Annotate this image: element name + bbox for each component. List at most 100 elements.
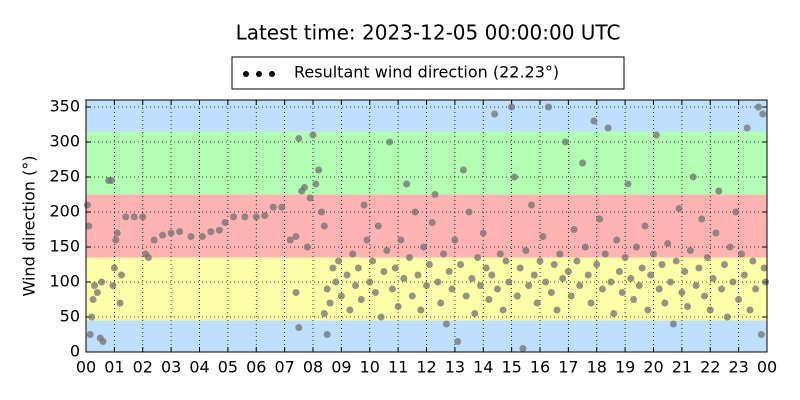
data-point [584, 271, 592, 279]
data-point [93, 289, 101, 296]
x-tick-label: 02 [133, 358, 153, 377]
data-point [323, 331, 331, 338]
data-point [550, 261, 558, 268]
data-point [698, 215, 706, 223]
data-point [431, 191, 439, 198]
data-point [593, 261, 601, 268]
data-point [428, 219, 436, 226]
data-point [746, 306, 754, 314]
data-point [315, 166, 323, 174]
x-tick-label: 17 [558, 358, 578, 377]
x-tick-label: 00 [757, 358, 777, 377]
data-point [448, 285, 456, 293]
data-point [420, 243, 428, 251]
data-point [371, 289, 379, 296]
legend-dot [269, 71, 275, 77]
data-point [320, 222, 328, 230]
data-point [752, 285, 760, 293]
data-point [98, 278, 106, 286]
data-point [374, 222, 382, 230]
data-point [596, 215, 604, 223]
data-point [459, 166, 467, 174]
data-point [508, 103, 516, 111]
data-point [493, 285, 501, 293]
x-tick-label: 19 [615, 358, 635, 377]
data-point [689, 173, 697, 181]
data-point [86, 331, 94, 338]
x-tick-label: 13 [445, 358, 465, 377]
data-point [720, 261, 728, 268]
data-point [445, 268, 453, 275]
plot-area: 0 50 100 150 200 250 300 350 00 01 02 03 04 05 06 07 08 0… [49, 97, 777, 377]
data-point [718, 285, 726, 293]
data-point [476, 282, 484, 289]
data-point [91, 282, 99, 289]
x-tick-label: 00 [76, 358, 96, 377]
data-point [664, 240, 672, 247]
x-tick-label: 07 [274, 358, 294, 377]
data-point [675, 205, 683, 212]
x-tick-label: 22 [700, 358, 720, 377]
data-point [300, 184, 308, 191]
legend-dot [256, 71, 262, 77]
data-point [658, 261, 666, 268]
data-point [505, 278, 513, 286]
x-tick-label: 01 [104, 358, 124, 377]
data-point [109, 282, 117, 289]
x-tick-label: 21 [672, 358, 692, 377]
data-point [230, 213, 238, 221]
data-point [329, 264, 337, 272]
x-tick-label: 10 [360, 358, 380, 377]
data-point [159, 231, 167, 239]
data-point [692, 282, 700, 289]
data-point [391, 264, 399, 272]
data-point [607, 278, 615, 286]
x-tick-label: 16 [530, 358, 550, 377]
data-point [261, 212, 269, 219]
data-point [335, 257, 343, 265]
data-point [108, 177, 116, 184]
data-point [482, 264, 490, 272]
data-point [366, 278, 374, 286]
data-point [303, 243, 311, 251]
data-point [701, 292, 709, 300]
data-point [516, 264, 524, 272]
data-point [471, 310, 479, 317]
x-tick-label: 05 [218, 358, 238, 377]
data-point [712, 229, 720, 237]
data-point [221, 219, 229, 226]
data-point [278, 203, 286, 211]
data-point [252, 213, 260, 221]
x-tick-label: 09 [331, 358, 351, 377]
data-point [292, 289, 300, 296]
legend-marker [243, 71, 275, 77]
data-point [417, 306, 425, 314]
data-point [332, 278, 340, 286]
y-tick-label: 200 [49, 202, 80, 221]
data-point [669, 320, 677, 328]
x-tick-label: 23 [728, 358, 748, 377]
data-point [762, 278, 770, 286]
data-point [369, 257, 377, 265]
data-point [502, 257, 510, 265]
sector-band [86, 100, 767, 132]
data-point [89, 296, 97, 303]
data-point [545, 103, 553, 111]
data-point [652, 131, 660, 139]
x-tick-label: 12 [416, 358, 436, 377]
data-point [292, 233, 300, 240]
data-point [326, 299, 334, 307]
data-point [499, 306, 507, 314]
data-point [485, 296, 493, 303]
y-tick-label: 300 [49, 132, 80, 151]
data-point [357, 296, 365, 303]
data-point [309, 131, 317, 139]
data-point [624, 180, 632, 188]
data-point [394, 303, 402, 310]
data-point [408, 292, 416, 300]
data-point [479, 229, 487, 237]
data-point [320, 310, 328, 317]
data-point [684, 303, 692, 310]
data-point [88, 313, 96, 321]
data-point [615, 268, 623, 275]
